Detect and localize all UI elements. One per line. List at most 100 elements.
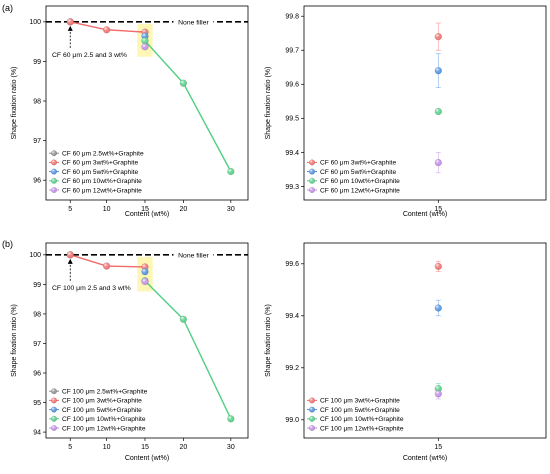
y-tick-label: 99.2 (285, 365, 299, 372)
y-axis-label: Shape fixation ratio (%) (11, 67, 18, 140)
legend-label: CF 100 μm 2.5wt%+Graphite (62, 389, 148, 396)
data-point-green-shine (227, 168, 235, 175)
x-tick-label: 5 (68, 444, 72, 451)
y-tick-label: 100 (29, 19, 41, 26)
series-line-green (144, 280, 232, 420)
legend-label: CF 60 μm 12wt%+Graphite (320, 187, 400, 194)
legend-marker-red-shine (51, 159, 57, 166)
legend-marker-gray-shine (51, 388, 57, 395)
data-point-red-shine (103, 26, 110, 34)
annotation-arrowhead (67, 25, 73, 31)
x-tick-label: 30 (227, 206, 235, 213)
legend-marker-blue-shine (309, 406, 315, 413)
data-point-red-shine (434, 33, 442, 41)
data-point-red-shine (141, 263, 149, 271)
panel-label-a: (a) (2, 3, 13, 13)
legend-label: CF 60 μm 12wt%+Graphite (62, 187, 142, 194)
x-tick-label: 15 (141, 206, 149, 213)
legend-label: CF 60 μm 3wt%+Graphite (62, 160, 139, 167)
legend-marker-purple-shine (51, 187, 57, 193)
legend-label: CF 100 μm 3wt%+Graphite (62, 398, 142, 405)
chart-a-left: 96 97 98 99 100 5 10 15 20 30 Content (wt%) Shape f… (11, 5, 249, 218)
panels: 96 97 98 99 100 5 10 15 20 30 Content (wt%) Shape f… (11, 5, 547, 462)
plot-frame (45, 5, 249, 201)
y-tick-label: 98 (33, 98, 41, 105)
data-point-green-shine (434, 108, 442, 115)
y-tick-label: 99.7 (285, 48, 299, 55)
x-axis-label: Content (wt%) (403, 211, 447, 218)
legend-label: CF 100 μm 5wt%+Graphite (320, 407, 400, 414)
y-axis-label: Shape fixation ratio (%) (265, 304, 272, 377)
data-point-purple-shine (434, 159, 442, 166)
legend-marker-green-shine (309, 416, 315, 422)
y-tick-label: 99.4 (285, 313, 299, 320)
data-point-blue-shine (434, 304, 442, 312)
data-point-green-shine (434, 385, 442, 392)
data-point-blue-shine (434, 67, 442, 75)
x-tick-label: 20 (179, 206, 187, 213)
data-point-green-shine (141, 37, 149, 45)
reference-label-bg (173, 249, 214, 259)
panel-label-b: (b) (2, 239, 13, 249)
y-tick-label: 99.6 (285, 82, 299, 89)
y-tick-label: 98 (33, 311, 41, 318)
legend-marker-green-shine (51, 416, 57, 422)
x-tick-label: 15 (434, 206, 442, 213)
data-point-red-shine (66, 18, 74, 26)
legend-marker-purple-shine (309, 425, 315, 431)
data-point-purple-shine (434, 390, 442, 398)
legend-label: CF 100 μm 10wt%+Graphite (62, 416, 146, 423)
legend-label: CF 60 μm 10wt%+Graphite (62, 178, 142, 185)
legend-label: CF 100 μm 12wt%+Graphite (62, 425, 146, 432)
x-axis-label: Content (wt%) (403, 455, 447, 462)
legend-label: CF 100 μm 3wt%+Graphite (320, 398, 400, 405)
x-tick-label: 15 (434, 444, 442, 451)
legend-label: CF 100 μm 12wt%+Graphite (320, 425, 404, 432)
y-tick-label: 99.5 (285, 116, 299, 123)
reference-line-label: None filler (178, 252, 209, 259)
y-tick-label: 96 (33, 370, 41, 377)
y-axis-label: Shape fixation ratio (%) (11, 304, 18, 377)
x-tick-label: 30 (227, 444, 235, 451)
legend-label: CF 60 μm 5wt%+Graphite (62, 169, 139, 176)
chart-b-right: 99.0 99.2 99.4 99.6 15 Content (wt%) Shape fix… (265, 242, 547, 462)
legend-marker-blue-shine (309, 168, 315, 175)
data-point-blue-shine (141, 268, 149, 276)
y-tick-label: 97 (33, 138, 41, 145)
legend-label: CF 60 μm 3wt%+Graphite (320, 160, 397, 167)
legend-marker-red-shine (309, 397, 315, 404)
legend-marker-blue-shine (51, 168, 57, 175)
y-tick-label: 99.4 (285, 150, 299, 157)
legend-label: CF 100 μm 5wt%+Graphite (62, 407, 142, 414)
y-tick-label: 99.3 (285, 184, 299, 191)
reference-line-label: None filler (178, 19, 209, 26)
data-point-green-shine (227, 415, 235, 423)
x-tick-label: 10 (103, 444, 111, 451)
plot-frame (45, 242, 249, 439)
annotation-text: CF 100 μm 2.5 and 3 wt% (52, 285, 131, 292)
y-tick-label: 99 (33, 59, 41, 66)
data-point-red-shine (434, 263, 442, 270)
legend-marker-purple-shine (51, 425, 57, 431)
x-tick-label: 20 (179, 444, 187, 451)
y-tick-label: 95 (33, 400, 41, 407)
x-tick-label: 5 (68, 206, 72, 213)
x-axis-label: Content (wt%) (125, 455, 169, 462)
legend-marker-red-shine (51, 397, 57, 404)
plot-frame (303, 242, 547, 439)
y-tick-label: 99.6 (285, 261, 299, 268)
y-tick-label: 100 (29, 252, 41, 259)
y-axis-label: Shape fixation ratio (%) (265, 67, 272, 140)
legend-marker-purple-shine (309, 187, 315, 193)
legend-marker-green-shine (51, 178, 57, 184)
data-point-purple-shine (141, 43, 149, 51)
y-tick-label: 99.0 (285, 417, 299, 424)
plot-frame (303, 5, 547, 201)
annotation-text: CF 60 μm 2.5 and 3 wt% (52, 52, 127, 59)
reference-label-bg (173, 16, 214, 26)
data-point-blue-shine (141, 32, 149, 40)
y-tick-label: 99.8 (285, 14, 299, 21)
